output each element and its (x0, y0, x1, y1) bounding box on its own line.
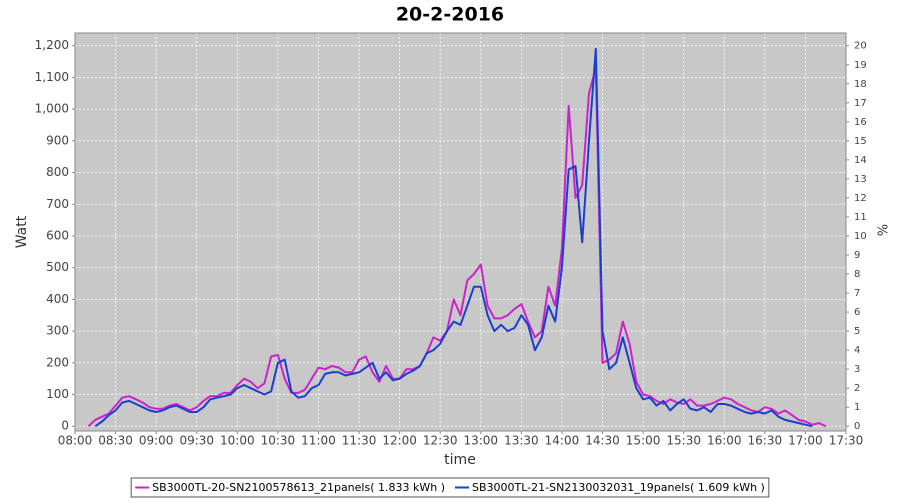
y-tick-label: 700 (46, 197, 69, 211)
x-tick-label: 15:00 (626, 434, 661, 448)
y-tick-label: 400 (46, 292, 69, 306)
y2-tick-label: 10 (854, 231, 867, 242)
y2-tick-label: 15 (854, 136, 867, 147)
y2-tick-label: 12 (854, 193, 867, 204)
x-tick-label: 13:00 (463, 434, 498, 448)
x-tick-label: 08:00 (58, 434, 93, 448)
y2-tick-label: 11 (854, 212, 867, 223)
plot-area (75, 33, 846, 431)
x-tick-label: 17:00 (788, 434, 823, 448)
x-tick-label: 16:30 (748, 434, 783, 448)
x-tick-label: 11:30 (342, 434, 377, 448)
y2-tick-label: 20 (854, 41, 867, 52)
y2-tick-label: 9 (854, 250, 860, 261)
y2-tick-label: 14 (854, 155, 867, 166)
series-line (94, 47, 813, 428)
y-axis-label: Watt (14, 215, 30, 248)
y-tick-label: 600 (46, 228, 69, 242)
x-tick-label: 17:30 (829, 434, 864, 448)
y-tick-label: 200 (46, 355, 69, 369)
x-tick-label: 14:00 (545, 434, 580, 448)
y-tick-label: 1,100 (35, 70, 69, 84)
series-line (87, 66, 827, 428)
x-tick-label: 12:30 (423, 434, 458, 448)
y-tick-label: 0 (61, 419, 69, 433)
y-tick-label: 500 (46, 260, 69, 274)
x-tick-label: 10:00 (220, 434, 255, 448)
legend: SB3000TL-20-SN2100578613_21panels( 1.833… (130, 477, 770, 498)
x-tick-label: 13:30 (504, 434, 539, 448)
y-tick-label: 800 (46, 165, 69, 179)
y2-tick-label: 18 (854, 79, 867, 90)
y2-tick-label: 5 (854, 326, 860, 337)
y2-tick-label: 6 (854, 307, 860, 318)
y-tick-label: 100 (46, 387, 69, 401)
y2-tick-label: 3 (854, 364, 860, 375)
chart-title: 20-2-2016 (396, 4, 504, 26)
x-tick-label: 09:00 (139, 434, 174, 448)
legend-label: SB3000TL-21-SN2130032031_19panels( 1.609… (472, 481, 765, 494)
x-tick-label: 09:30 (179, 434, 214, 448)
x-tick-label: 10:30 (261, 434, 296, 448)
y2-tick-label: 2 (854, 383, 860, 394)
x-axis-label: time (444, 452, 476, 468)
x-tick-label: 15:30 (666, 434, 701, 448)
y2-axis-label: % (874, 224, 889, 236)
x-tick-label: 12:00 (382, 434, 417, 448)
y2-tick-label: 7 (854, 288, 860, 299)
x-tick-label: 16:00 (707, 434, 742, 448)
y2-tick-label: 17 (854, 98, 867, 109)
y2-tick-label: 19 (854, 60, 867, 71)
y-tick-label: 900 (46, 133, 69, 147)
x-tick-label: 14:30 (585, 434, 620, 448)
x-tick-label: 11:00 (301, 434, 336, 448)
y-tick-label: 300 (46, 324, 69, 338)
legend-label: SB3000TL-20-SN2100578613_21panels( 1.833… (152, 481, 445, 494)
y2-tick-label: 0 (854, 421, 860, 432)
plot-border (74, 32, 847, 432)
legend-box (130, 477, 770, 498)
y2-tick-label: 13 (854, 174, 867, 185)
x-tick-label: 08:30 (98, 434, 133, 448)
y2-tick-label: 16 (854, 117, 867, 128)
y2-tick-label: 1 (854, 402, 860, 413)
y2-tick-label: 8 (854, 269, 860, 280)
y-tick-label: 1,000 (35, 102, 69, 116)
y2-tick-label: 4 (854, 345, 860, 356)
y-tick-label: 1,200 (35, 38, 69, 52)
